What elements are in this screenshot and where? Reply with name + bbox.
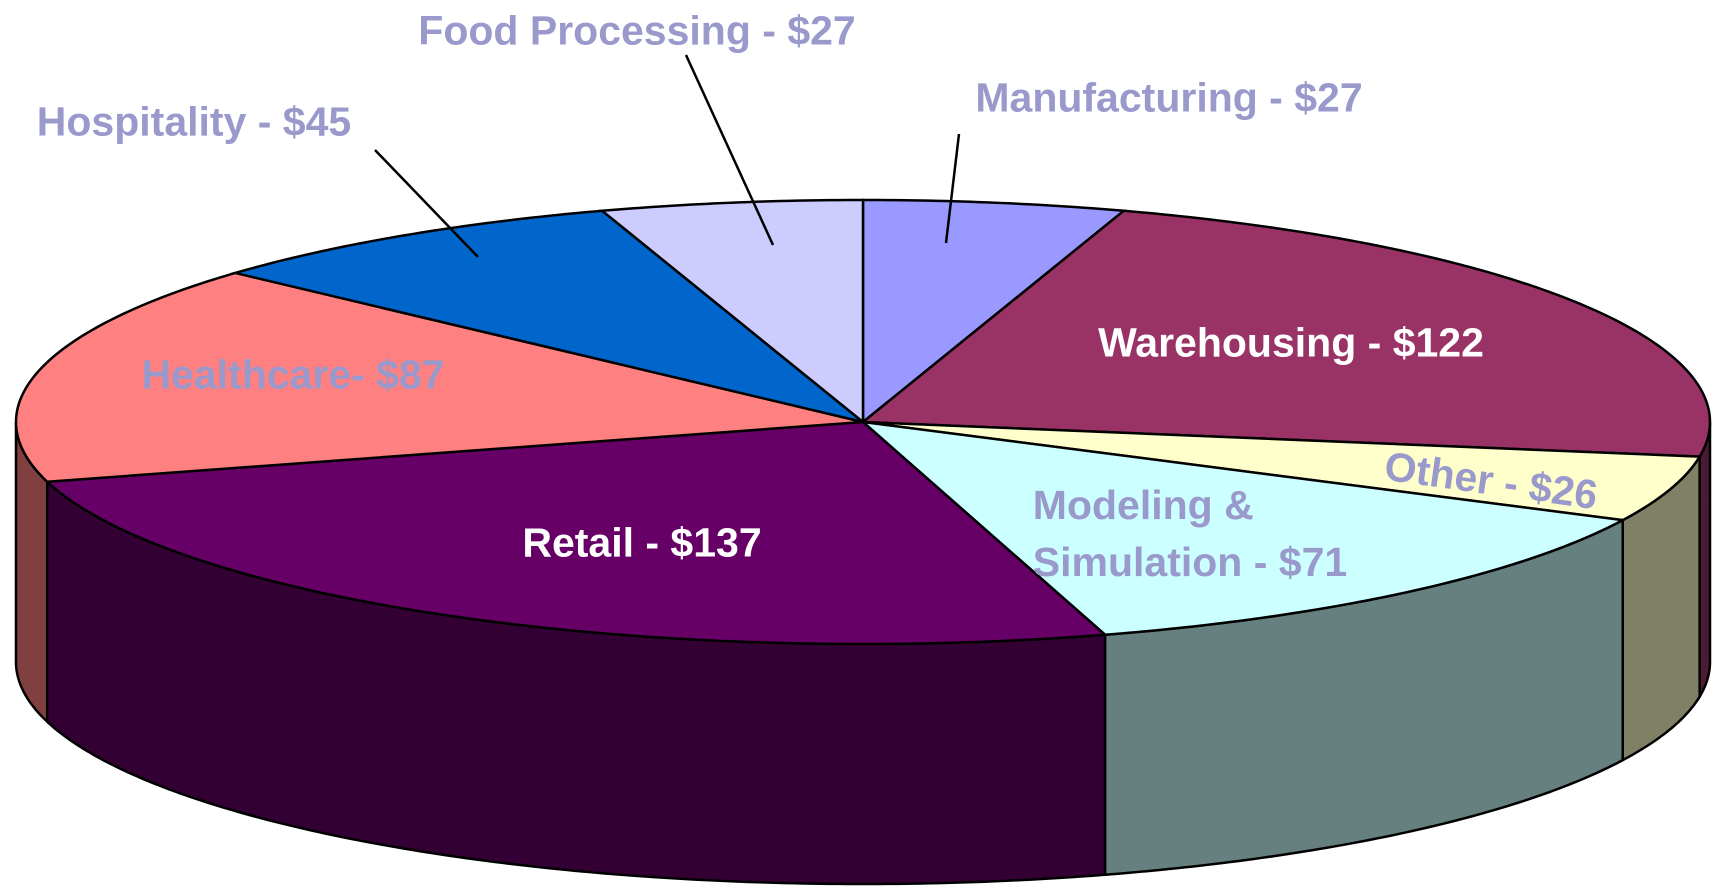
pie-slice [230,209,864,424]
pie-slice [598,198,865,425]
leader-line [684,54,775,246]
pie-slice [859,420,1627,637]
pie-sides [14,421,1712,886]
data-label: Retail - $137 [522,519,762,566]
data-label: Food Processing - $27 [418,7,856,54]
leader-lines [374,54,961,258]
data-label: Warehousing - $122 [1098,319,1484,366]
pie-tops [14,198,1712,646]
data-label: Hospitality - $45 [36,98,352,145]
pie-slice [862,420,1702,522]
pie-side [1698,421,1712,702]
pie-slice [44,420,1109,646]
leader-line [374,149,479,258]
leader-line [944,133,961,244]
data-label: Modeling & Simulation - $71 [1032,482,1348,585]
pie-slice [861,198,1128,425]
data-label: Healthcare- $87 [141,351,445,398]
pie-slice [859,209,1712,458]
pie-slice [14,271,864,484]
data-label: Manufacturing - $27 [975,74,1363,121]
